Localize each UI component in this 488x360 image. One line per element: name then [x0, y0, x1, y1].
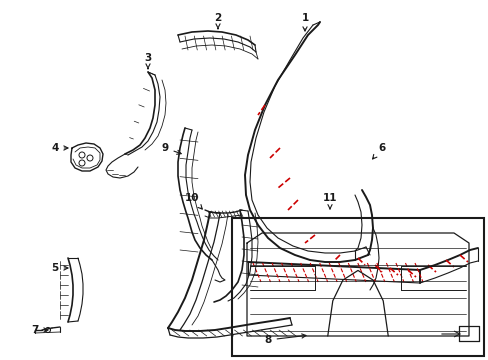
Text: 6: 6 — [372, 143, 385, 159]
Text: 9: 9 — [161, 143, 181, 154]
Text: 11: 11 — [322, 193, 337, 209]
Text: 1: 1 — [301, 13, 308, 31]
Text: 4: 4 — [51, 143, 68, 153]
Text: 3: 3 — [144, 53, 151, 69]
Bar — [231, 218, 483, 356]
Text: 7: 7 — [31, 325, 48, 335]
Text: 8: 8 — [264, 334, 305, 345]
Text: 10: 10 — [184, 193, 202, 209]
Text: 2: 2 — [214, 13, 221, 29]
Text: 5: 5 — [51, 263, 68, 273]
